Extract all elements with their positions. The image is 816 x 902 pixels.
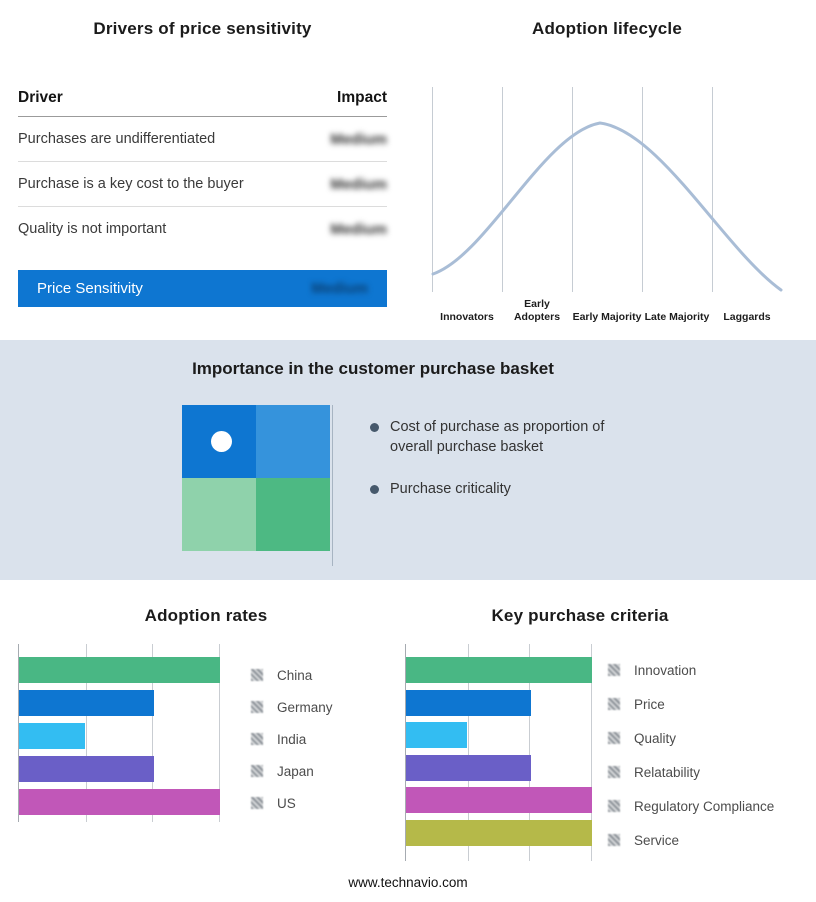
hatched-swatch-icon	[608, 766, 620, 778]
price-sensitivity-label: Price Sensitivity	[37, 280, 143, 297]
drivers-table: Driver Impact Purchases are undifferenti…	[18, 89, 387, 307]
drivers-panel: Drivers of price sensitivity Driver Impa…	[18, 14, 387, 307]
lifecycle-stage-labels: Innovators Early Adopters Early Majority…	[432, 294, 782, 324]
driver-cell: Purchase is a key cost to the buyer	[18, 176, 244, 192]
stage-label-late-majority: Late Majority	[644, 310, 710, 323]
hatched-swatch-icon	[251, 669, 263, 681]
legend-item-us: US	[251, 791, 333, 815]
quadrant-bottom-left	[182, 478, 256, 551]
bar-germany	[19, 690, 154, 716]
hatched-swatch-icon	[251, 765, 263, 777]
bar-quality	[406, 722, 468, 748]
bullet-item: Cost of purchase as proportion of overal…	[370, 418, 632, 457]
gridline	[502, 87, 503, 292]
table-row: Purchases are undifferentiated Medium	[18, 117, 387, 162]
adoption-rates-title: Adoption rates	[144, 606, 268, 625]
stage-label-early-adopters: Early Adopters	[513, 297, 561, 323]
legend-item-japan: Japan	[251, 759, 333, 783]
purchase-basket-bullets: Cost of purchase as proportion of overal…	[370, 418, 632, 523]
gridline	[642, 87, 643, 292]
adoption-rates-plot	[18, 644, 220, 822]
legend-item-innovation: Innovation	[608, 658, 774, 682]
legend-item-china: China	[251, 663, 333, 687]
gridline	[432, 87, 433, 292]
website-footer: www.technavio.com	[348, 875, 468, 890]
purchase-basket-band: Importance in the customer purchase bask…	[0, 340, 816, 580]
driver-cell: Quality is not important	[18, 221, 167, 237]
legend-item-relatability: Relatability	[608, 760, 774, 784]
table-row: Purchase is a key cost to the buyer Medi…	[18, 162, 387, 207]
hatched-swatch-icon	[608, 698, 620, 710]
quadrant-bottom-right	[256, 478, 330, 551]
hatched-swatch-icon	[608, 732, 620, 744]
purchase-basket-quadrant	[182, 405, 333, 566]
legend-item-price: Price	[608, 692, 774, 716]
bar-china	[19, 657, 220, 683]
bar-price	[406, 689, 531, 716]
adoption-lifecycle-title: Adoption lifecycle	[531, 19, 682, 38]
bar-regulatory-compliance	[406, 787, 592, 813]
gridline	[572, 87, 573, 292]
driver-cell: Purchases are undifferentiated	[18, 131, 216, 147]
legend-item-india: India	[251, 727, 333, 751]
bar-us	[19, 789, 220, 815]
adoption-lifecycle-panel: Adoption lifecycle Innovators Early Adop…	[431, 14, 783, 324]
price-sensitivity-row: Price Sensitivity Medium	[18, 270, 387, 307]
legend-item-service: Service	[608, 828, 774, 852]
stage-label-innovators: Innovators	[440, 310, 494, 323]
bar-relatability	[406, 754, 531, 781]
adoption-curve-path	[431, 121, 783, 292]
bullet-icon	[370, 485, 379, 495]
hatched-swatch-icon	[251, 701, 263, 713]
table-row: Quality is not important Medium	[18, 207, 387, 251]
impact-cell-redacted: Medium	[330, 175, 387, 193]
key-purchase-criteria-title: Key purchase criteria	[491, 606, 669, 625]
drivers-title: Drivers of price sensitivity	[93, 19, 312, 38]
col-impact: Impact	[337, 89, 387, 106]
hatched-swatch-icon	[608, 664, 620, 676]
purchase-basket-title: Importance in the customer purchase bask…	[192, 359, 554, 378]
quadrant-top-right	[256, 405, 330, 478]
bar-innovation	[406, 657, 592, 683]
marker-circle-icon	[211, 431, 232, 452]
gridline	[712, 87, 713, 292]
col-driver: Driver	[18, 89, 63, 106]
price-sensitivity-impact-redacted: Medium	[311, 280, 368, 297]
key-purchase-criteria-plot	[405, 644, 592, 861]
bullet-icon	[370, 423, 379, 432]
bar-service	[406, 819, 592, 846]
impact-cell-redacted: Medium	[330, 220, 387, 238]
stage-label-laggards: Laggards	[723, 310, 771, 323]
hatched-swatch-icon	[251, 733, 263, 745]
bar-india	[19, 723, 86, 749]
bullet-item: Purchase criticality	[370, 480, 632, 500]
bullet-text: Purchase criticality	[390, 481, 511, 498]
drivers-table-header: Driver Impact	[18, 89, 387, 117]
hatched-swatch-icon	[608, 834, 620, 846]
key-purchase-criteria-legend: Innovation Price Quality Relatability Re…	[608, 658, 774, 862]
quadrant-axis-line	[332, 405, 333, 566]
impact-cell-redacted: Medium	[330, 130, 387, 148]
stage-label-early-majority: Early Majority	[572, 310, 642, 323]
bullet-text: Cost of purchase as proportion of overal…	[390, 419, 605, 455]
legend-item-germany: Germany	[251, 695, 333, 719]
hatched-swatch-icon	[608, 800, 620, 812]
legend-item-quality: Quality	[608, 726, 774, 750]
adoption-rates-panel: Adoption rates China Germany India	[18, 603, 398, 822]
bell-curve	[431, 121, 783, 292]
adoption-lifecycle-chart	[431, 87, 783, 292]
adoption-rates-legend: China Germany India Japan US	[251, 663, 333, 823]
legend-item-regulatory-compliance: Regulatory Compliance	[608, 794, 774, 818]
key-purchase-criteria-panel: Key purchase criteria Innovation Price Q…	[405, 603, 805, 861]
hatched-swatch-icon	[251, 797, 263, 809]
bar-japan	[19, 756, 154, 782]
